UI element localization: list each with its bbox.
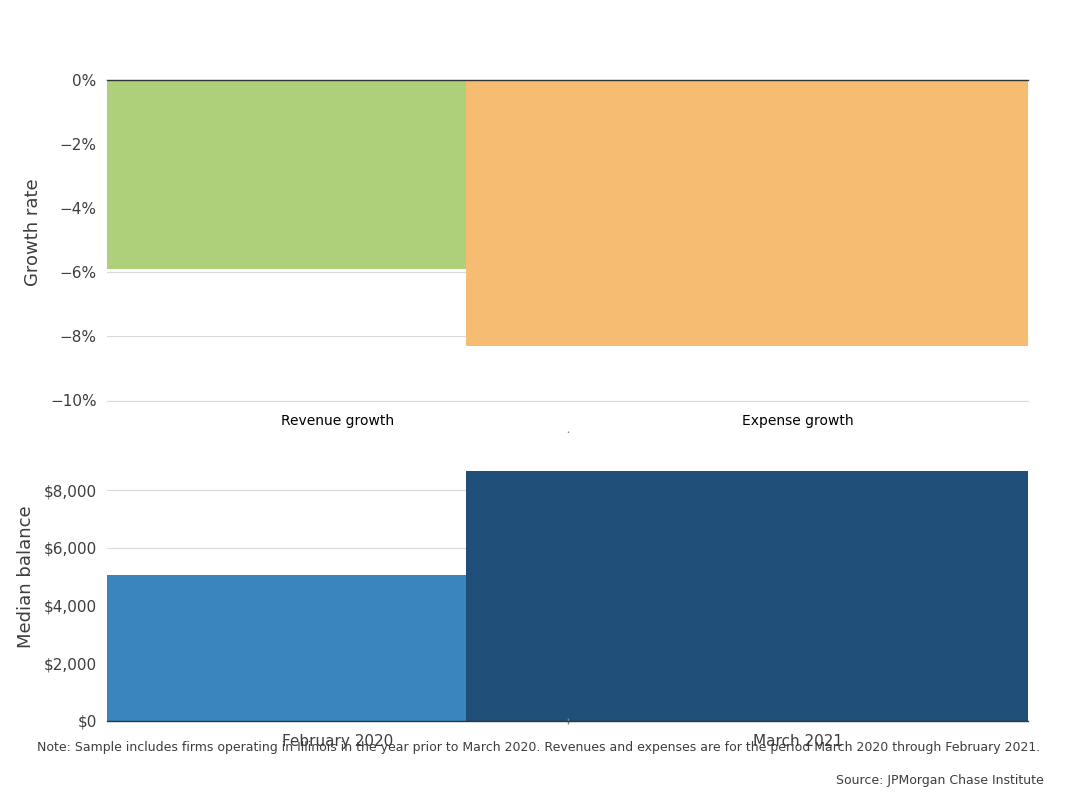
Bar xyxy=(5,575,669,721)
Y-axis label: Growth rate: Growth rate xyxy=(24,179,42,286)
Bar xyxy=(466,472,1071,721)
Text: Source: JPMorgan Chase Institute: Source: JPMorgan Chase Institute xyxy=(836,774,1044,787)
Bar xyxy=(5,80,669,269)
Bar xyxy=(466,80,1071,346)
Y-axis label: Median balance: Median balance xyxy=(17,505,35,648)
Text: Note: Sample includes firms operating in Illinois in the year prior to March 202: Note: Sample includes firms operating in… xyxy=(37,741,1041,754)
